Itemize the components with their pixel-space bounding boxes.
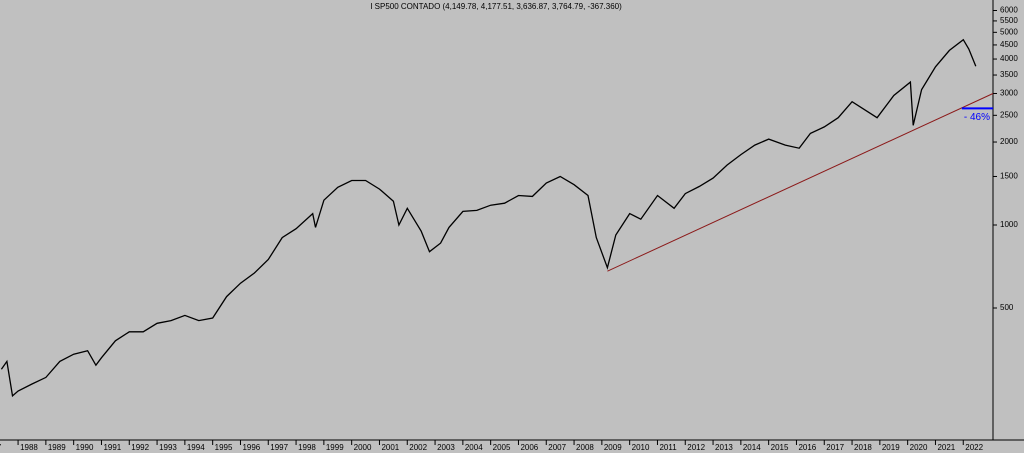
x-tick-label: 2006: [520, 443, 538, 452]
x-tick-label: 1995: [215, 443, 233, 452]
y-tick-label: 4500: [1000, 40, 1018, 49]
x-tick-label: 2020: [910, 443, 928, 452]
chart-title: I SP500 CONTADO (4,149.78, 4,177.51, 3,6…: [370, 2, 622, 11]
x-tick-label: 2013: [715, 443, 733, 452]
x-tick-label: 2019: [882, 443, 900, 452]
y-tick-label: 2500: [1000, 110, 1018, 119]
x-tick-label: 1988: [20, 443, 38, 452]
x-tick-label: 1994: [187, 443, 205, 452]
x-tick-label: 1996: [242, 443, 260, 452]
x-tick-label: 2008: [576, 443, 594, 452]
x-tick-label: 2005: [493, 443, 511, 452]
x-tick-label: 1998: [298, 443, 316, 452]
x-tick-label: 1990: [76, 443, 94, 452]
x-tick-label: 2015: [771, 443, 789, 452]
x-tick-label: 1993: [159, 443, 177, 452]
x-tick-label: 2000: [354, 443, 372, 452]
x-tick-label: 2014: [743, 443, 761, 452]
x-tick-label: 2010: [632, 443, 650, 452]
target-label: - 46%: [964, 112, 990, 123]
y-tick-label: 6000: [1000, 6, 1018, 15]
x-tick-label: 2009: [604, 443, 622, 452]
y-tick-label: 5000: [1000, 27, 1018, 36]
y-tick-label: 3000: [1000, 89, 1018, 98]
x-tick-label: 2007: [548, 443, 566, 452]
y-tick-label: 4000: [1000, 54, 1018, 63]
x-tick-label: 2001: [381, 443, 399, 452]
x-tick-label: 2011: [659, 443, 677, 452]
x-tick-label: 1989: [48, 443, 66, 452]
x-tick-label: 2017: [826, 443, 844, 452]
x-tick-label: 2021: [937, 443, 955, 452]
y-tick-label: 500: [1000, 303, 1014, 312]
y-tick-label: 5500: [1000, 16, 1018, 25]
y-tick-label: 2000: [1000, 137, 1018, 146]
y-tick-label: 1500: [1000, 172, 1018, 181]
x-tick-label: 2002: [409, 443, 427, 452]
y-tick-label: 1000: [1000, 220, 1018, 229]
x-tick-label: 2016: [798, 443, 816, 452]
x-tick-label: 2003: [437, 443, 455, 452]
price-line: [0, 38, 977, 398]
x-tick-label: 2018: [854, 443, 872, 452]
x-tick-label: 87: [0, 443, 2, 452]
x-tick-label: 1999: [326, 443, 344, 452]
x-tick-label: 1991: [103, 443, 121, 452]
x-tick-label: 2022: [965, 443, 983, 452]
trend-line: [607, 93, 994, 272]
x-tick-label: 1992: [131, 443, 149, 452]
x-tick-label: 1997: [270, 443, 288, 452]
x-tick-label: 2012: [687, 443, 705, 452]
y-tick-label: 3500: [1000, 70, 1018, 79]
x-tick-label: 2004: [465, 443, 483, 452]
